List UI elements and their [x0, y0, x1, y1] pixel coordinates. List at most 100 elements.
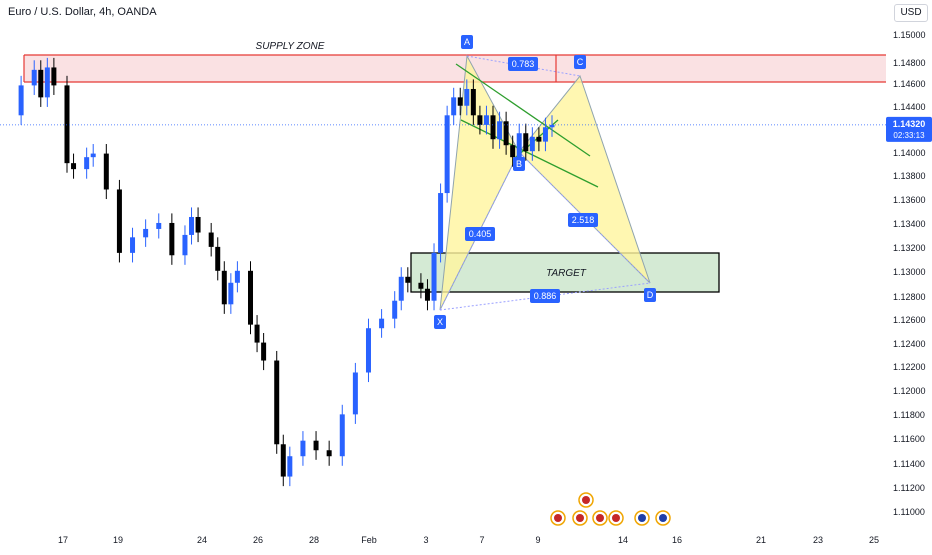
candle-body — [261, 342, 267, 361]
y-tick-label: 1.11400 — [893, 459, 925, 469]
x-tick-label: 19 — [113, 535, 123, 545]
candle-body — [103, 153, 109, 190]
candle-body — [215, 246, 221, 271]
y-tick-label: 1.13600 — [893, 195, 926, 205]
trend-line-lower[interactable] — [460, 119, 599, 188]
candle-body — [438, 193, 444, 253]
y-tick-label: 1.12000 — [893, 386, 926, 396]
candle-body — [64, 85, 70, 164]
y-tick-label: 1.11200 — [893, 483, 925, 493]
point-label-box — [461, 35, 473, 49]
x-tick-label: Feb — [361, 535, 377, 545]
current-price-tag[interactable] — [886, 116, 932, 142]
candle-body — [549, 124, 555, 128]
y-tick-label: 1.13400 — [893, 219, 926, 229]
point-label-b: B — [516, 159, 522, 169]
candle-body — [405, 276, 411, 283]
candle-body — [300, 440, 306, 457]
candle-body — [365, 328, 371, 373]
x-tick-label: 21 — [756, 535, 766, 545]
ratio-label-box — [465, 227, 495, 241]
y-tick-label: 1.12600 — [893, 315, 926, 325]
candle-body — [234, 270, 240, 283]
candle-body — [470, 88, 476, 116]
trend-line-upper[interactable] — [455, 63, 591, 157]
candle-body — [221, 270, 227, 305]
y-tick-label: 1.14800 — [893, 58, 926, 68]
supply-zone[interactable] — [24, 55, 886, 82]
y-tick-label: 1.14000 — [893, 148, 926, 158]
event-flag-icon-us-inner — [596, 514, 604, 522]
candle-body — [536, 136, 542, 142]
event-flag-icon-eu-inner — [638, 514, 646, 522]
candle-body — [195, 216, 201, 233]
target-zone-label: TARGET — [546, 268, 587, 279]
candle-body — [31, 69, 37, 86]
ratio-label-box — [568, 213, 598, 227]
event-flag-icon-eu-inner — [659, 514, 667, 522]
x-tick-label: 16 — [672, 535, 682, 545]
candle-body — [503, 121, 509, 146]
candle-body — [431, 252, 437, 301]
candle-body — [182, 234, 188, 256]
point-label-box — [434, 315, 446, 329]
candle-body — [424, 288, 430, 301]
y-tick-label: 1.15000 — [893, 30, 926, 40]
point-label-a: A — [464, 37, 470, 47]
ratio-label-box — [508, 57, 538, 71]
x-tick-label: 23 — [813, 535, 823, 545]
y-tick-label: 1.12400 — [893, 339, 926, 349]
y-tick-label: 1.11600 — [893, 434, 925, 444]
point-label-box — [513, 157, 525, 171]
candle-body — [38, 69, 44, 98]
candle-body — [457, 97, 463, 106]
point-label-box — [574, 55, 586, 69]
x-tick-label: 25 — [869, 535, 879, 545]
currency-button[interactable]: USD — [894, 4, 928, 22]
candle-body — [483, 115, 489, 125]
ratio-label: 0.405 — [469, 229, 492, 239]
candle-body — [254, 324, 260, 343]
candle-body — [143, 228, 149, 238]
candle-body — [490, 115, 496, 140]
y-tick-label: 1.13200 — [893, 243, 926, 253]
x-tick-label: 3 — [423, 535, 428, 545]
y-tick-label: 1.14600 — [893, 79, 926, 89]
price-axis[interactable] — [886, 0, 932, 550]
point-label-x: X — [437, 317, 443, 327]
candle-body — [274, 360, 280, 445]
candle-body — [418, 282, 424, 289]
y-tick-label: 1.12200 — [893, 362, 926, 372]
countdown-value: 02:33:13 — [893, 131, 925, 140]
pattern-bcd — [518, 74, 651, 284]
candle-body — [156, 222, 162, 229]
point-label-c: C — [577, 57, 584, 67]
point-label-box — [644, 288, 656, 302]
event-flag-icon-us-inner — [612, 514, 620, 522]
x-tick-label: 24 — [197, 535, 207, 545]
ratio-label: 0.886 — [534, 291, 557, 301]
candle-body — [71, 163, 77, 170]
x-tick-label: 17 — [58, 535, 68, 545]
ratio-label-box — [530, 289, 560, 303]
y-tick-label: 1.11000 — [893, 507, 925, 517]
candle-body — [529, 136, 535, 152]
candle-body — [477, 115, 483, 125]
candle-body — [516, 133, 522, 158]
event-flag-icon-us-inner — [576, 514, 584, 522]
candle-body — [208, 232, 214, 247]
candle-body — [169, 222, 175, 256]
candle-body — [497, 121, 503, 140]
candle-body — [510, 145, 516, 158]
supply-zone-label: SUPPLY ZONE — [256, 41, 325, 52]
candle-body — [130, 237, 136, 253]
candle-body — [189, 216, 195, 235]
ratio-label: 2.518 — [572, 215, 595, 225]
candle-body — [90, 153, 96, 158]
candle-body — [523, 133, 529, 152]
candle-body — [18, 85, 24, 116]
candle-body — [116, 189, 122, 253]
x-tick-label: 9 — [535, 535, 540, 545]
